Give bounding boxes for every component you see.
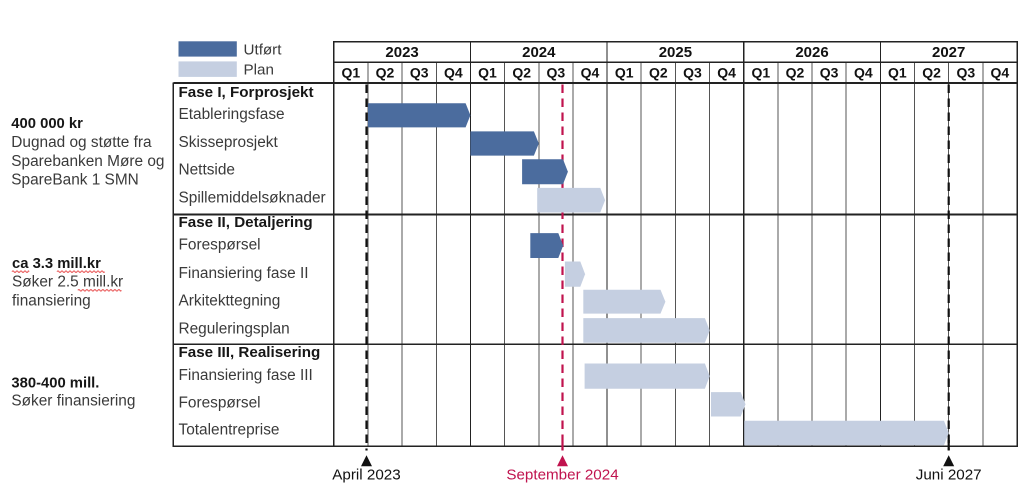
svg-text:Fase II, Detaljering: Fase II, Detaljering (179, 214, 313, 231)
svg-text:Søker finansiering: Søker finansiering (11, 393, 135, 410)
svg-text:Reguleringsplan: Reguleringsplan (179, 321, 290, 338)
svg-text:Sparebanken Møre og: Sparebanken Møre og (11, 153, 164, 170)
svg-text:Totalentreprise: Totalentreprise (179, 422, 280, 439)
svg-text:Q3: Q3 (820, 65, 839, 81)
svg-text:Q1: Q1 (478, 65, 497, 81)
svg-text:Forespørsel: Forespørsel (179, 395, 261, 412)
svg-text:ca 3.3 mill.kr: ca 3.3 mill.kr (12, 256, 101, 272)
svg-text:Nettside: Nettside (179, 162, 235, 179)
svg-text:Finansiering fase II: Finansiering fase II (179, 265, 309, 282)
svg-text:Q3: Q3 (956, 65, 975, 81)
svg-text:SpareBank 1 SMN: SpareBank 1 SMN (11, 172, 138, 189)
svg-text:Spillemiddelsøknader: Spillemiddelsøknader (179, 190, 326, 207)
svg-text:Q1: Q1 (888, 65, 907, 81)
svg-text:Q2: Q2 (922, 65, 941, 81)
svg-text:Q3: Q3 (546, 65, 565, 81)
svg-text:Q4: Q4 (581, 65, 600, 81)
svg-text:Q4: Q4 (991, 65, 1010, 81)
svg-text:Forespørsel: Forespørsel (179, 236, 261, 253)
svg-text:2027: 2027 (932, 44, 965, 61)
svg-text:Q2: Q2 (512, 65, 531, 81)
svg-text:Plan: Plan (244, 62, 274, 79)
svg-text:Q4: Q4 (717, 65, 736, 81)
svg-text:2023: 2023 (385, 44, 418, 61)
svg-text:380-400 mill.: 380-400 mill. (11, 376, 99, 392)
svg-text:Q4: Q4 (444, 65, 463, 81)
svg-text:Q2: Q2 (786, 65, 805, 81)
svg-text:Q2: Q2 (376, 65, 395, 81)
svg-text:Fase I, Forprosjekt: Fase I, Forprosjekt (179, 84, 314, 101)
svg-text:Utført: Utført (244, 41, 283, 58)
svg-text:Dugnad og støtte fra: Dugnad og støtte fra (11, 134, 152, 151)
svg-text:Finansiering fase III: Finansiering fase III (179, 367, 313, 384)
svg-text:Q1: Q1 (615, 65, 634, 81)
svg-text:Søker 2.5 mill.kr: Søker 2.5 mill.kr (12, 274, 123, 291)
svg-text:2024: 2024 (522, 44, 556, 61)
svg-text:Q1: Q1 (342, 65, 361, 81)
svg-text:Arkitekttegning: Arkitekttegning (179, 293, 281, 310)
svg-text:400 000 kr: 400 000 kr (11, 116, 83, 132)
svg-text:Q1: Q1 (751, 65, 770, 81)
svg-text:Q2: Q2 (649, 65, 668, 81)
svg-text:Skisseprosjekt: Skisseprosjekt (179, 134, 279, 151)
svg-text:Q4: Q4 (854, 65, 873, 81)
svg-text:2026: 2026 (795, 44, 828, 61)
svg-text:finansiering: finansiering (12, 293, 91, 310)
svg-text:Fase III, Realisering: Fase III, Realisering (179, 344, 321, 361)
svg-text:Etableringsfase: Etableringsfase (179, 106, 285, 123)
svg-text:2025: 2025 (659, 44, 692, 61)
svg-text:September 2024: September 2024 (506, 467, 618, 484)
svg-text:Q3: Q3 (683, 65, 702, 81)
svg-text:Q3: Q3 (410, 65, 429, 81)
svg-text:Juni 2027: Juni 2027 (916, 467, 982, 484)
svg-text:April 2023: April 2023 (332, 467, 400, 484)
